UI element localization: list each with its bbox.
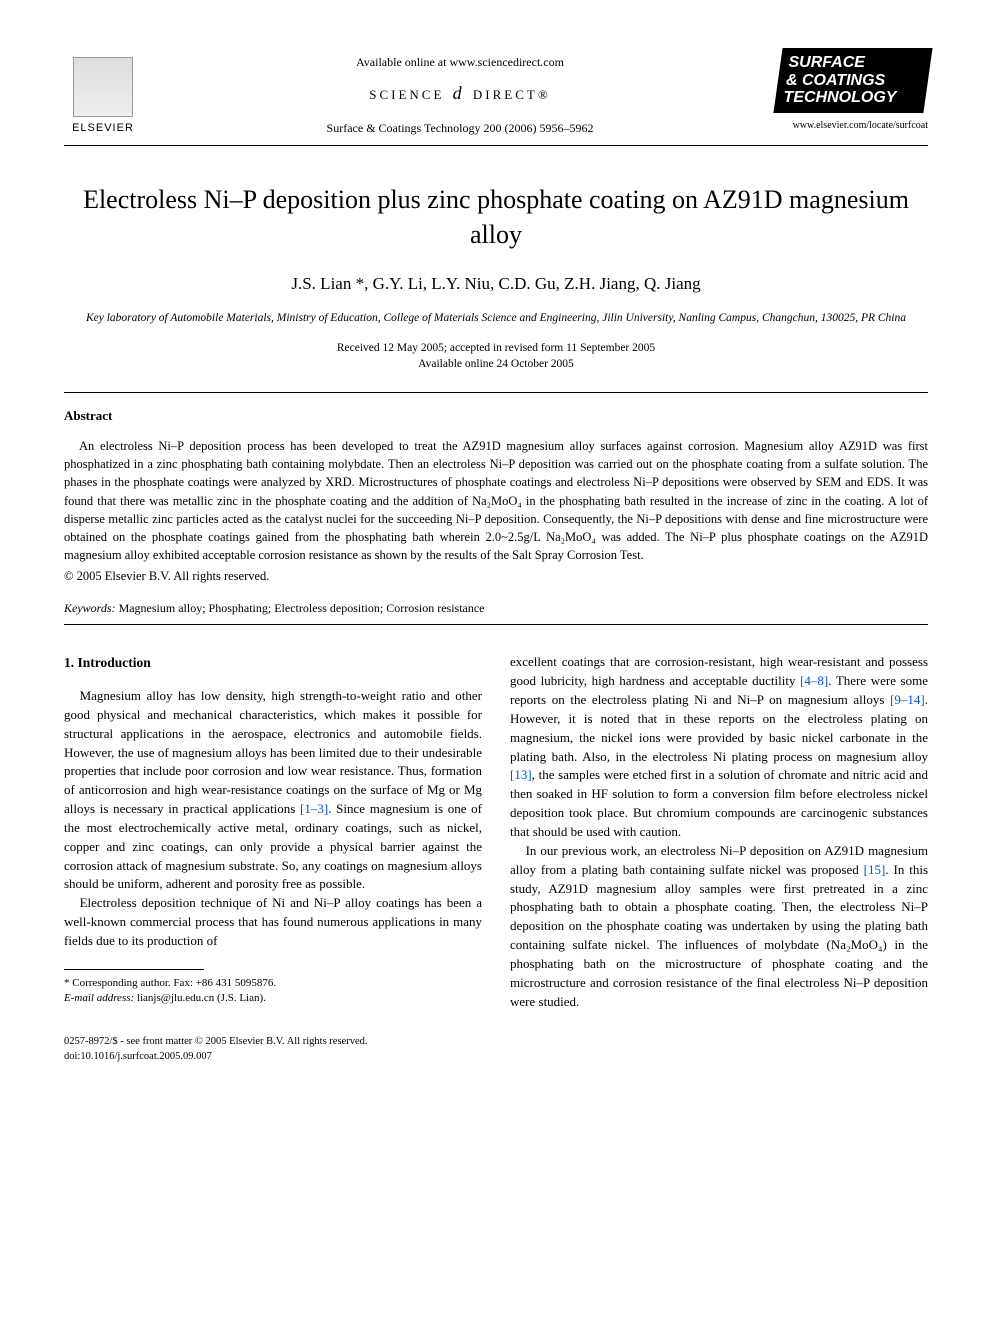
journal-logo-line3: TECHNOLOGY: [784, 89, 918, 107]
ref-link-15[interactable]: [15]: [864, 862, 886, 877]
intro-para-2-cont: excellent coatings that are corrosion-re…: [510, 653, 928, 841]
col2-p1d: , the samples were etched first in a sol…: [510, 767, 928, 839]
available-online-text: Available online at www.sciencedirect.co…: [142, 54, 778, 71]
abstract-top-rule: [64, 392, 928, 393]
ref-link-1-3[interactable]: [1–3]: [300, 801, 328, 816]
keywords-label: Keywords:: [64, 601, 116, 615]
column-left: 1. Introduction Magnesium alloy has low …: [64, 653, 482, 1011]
affiliation: Key laboratory of Automobile Materials, …: [64, 310, 928, 326]
sciencedirect-d-icon: d: [453, 81, 465, 106]
intro-para-1: Magnesium alloy has low density, high st…: [64, 687, 482, 894]
footnote-rule: [64, 969, 204, 970]
abstract-heading: Abstract: [64, 407, 928, 425]
sciencedirect-logo: SCIENCE d DIRECT®: [142, 81, 778, 106]
intro-para-3: In our previous work, an electroless Ni–…: [510, 842, 928, 1012]
elsevier-logo: ELSEVIER: [64, 48, 142, 136]
journal-url: www.elsevier.com/locate/surfcoat: [778, 119, 928, 133]
journal-logo-line2: & COATINGS: [786, 72, 920, 90]
keywords-line: Keywords: Magnesium alloy; Phosphating; …: [64, 600, 928, 617]
center-header: Available online at www.sciencedirect.co…: [142, 48, 778, 137]
abstract-copyright: © 2005 Elsevier B.V. All rights reserved…: [64, 568, 928, 586]
intro-para-2: Electroless deposition technique of Ni a…: [64, 894, 482, 951]
elsevier-tree-icon: [73, 57, 133, 117]
journal-logo-box: SURFACE & COATINGS TECHNOLOGY: [773, 48, 932, 113]
footnote-email-label: E-mail address:: [64, 992, 134, 1004]
header-row: ELSEVIER Available online at www.science…: [64, 48, 928, 137]
abstract-bottom-rule: [64, 624, 928, 625]
sciencedirect-word1: SCIENCE: [369, 87, 444, 102]
ref-link-4-8[interactable]: [4–8]: [800, 673, 828, 688]
article-title: Electroless Ni–P deposition plus zinc ph…: [64, 182, 928, 252]
column-right: excellent coatings that are corrosion-re…: [510, 653, 928, 1011]
body-columns: 1. Introduction Magnesium alloy has low …: [64, 653, 928, 1011]
journal-reference: Surface & Coatings Technology 200 (2006)…: [142, 120, 778, 137]
top-rule: [64, 145, 928, 146]
intro-para-1a: Magnesium alloy has low density, high st…: [64, 688, 482, 816]
ref-link-13[interactable]: [13]: [510, 767, 532, 782]
elsevier-label: ELSEVIER: [72, 121, 134, 136]
ref-link-9-14[interactable]: [9–14]: [890, 692, 925, 707]
footnote-corresponding: * Corresponding author. Fax: +86 431 509…: [64, 976, 482, 991]
footer-issn: 0257-8972/$ - see front matter © 2005 El…: [64, 1035, 928, 1050]
article-dates: Received 12 May 2005; accepted in revise…: [64, 340, 928, 372]
dates-online: Available online 24 October 2005: [64, 356, 928, 372]
authors-line: J.S. Lian *, G.Y. Li, L.Y. Niu, C.D. Gu,…: [64, 272, 928, 296]
section-1-heading: 1. Introduction: [64, 653, 482, 673]
footnote-email: lianjs@jlu.edu.cn (J.S. Lian).: [134, 992, 266, 1004]
journal-logo-line1: SURFACE: [788, 54, 922, 72]
abstract-text: An electroless Ni–P deposition process h…: [64, 437, 928, 564]
keywords-text: Magnesium alloy; Phosphating; Electroles…: [116, 601, 485, 615]
dates-received: Received 12 May 2005; accepted in revise…: [64, 340, 928, 356]
col2-p2b: . In this study, AZ91D magnesium alloy s…: [510, 862, 928, 1009]
page-footer: 0257-8972/$ - see front matter © 2005 El…: [64, 1035, 928, 1064]
footnote-block: * Corresponding author. Fax: +86 431 509…: [64, 976, 482, 1007]
footnote-email-line: E-mail address: lianjs@jlu.edu.cn (J.S. …: [64, 991, 482, 1006]
footer-doi: doi:10.1016/j.surfcoat.2005.09.007: [64, 1050, 928, 1065]
sciencedirect-word2: DIRECT®: [473, 87, 551, 102]
journal-logo-block: SURFACE & COATINGS TECHNOLOGY www.elsevi…: [778, 48, 928, 133]
